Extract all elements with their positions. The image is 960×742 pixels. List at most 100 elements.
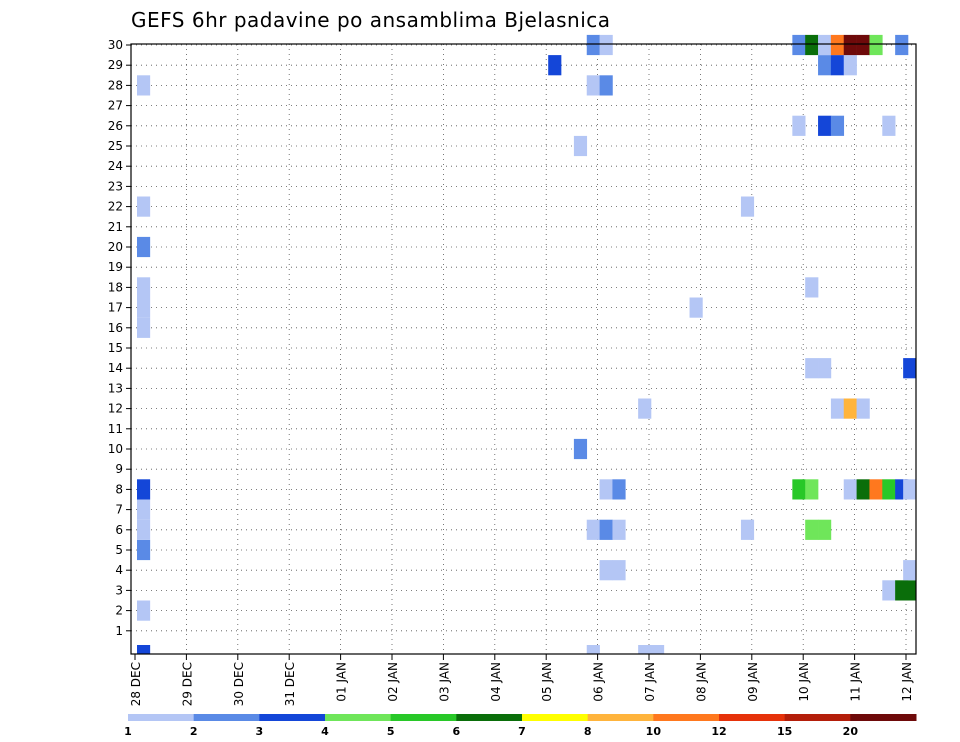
y-tick-label: 23 xyxy=(108,179,123,193)
heatmap-cell xyxy=(137,196,151,217)
heatmap-cell xyxy=(599,75,613,96)
heatmap-cell xyxy=(599,560,613,581)
heatmap-cell xyxy=(818,55,832,76)
legend-label: 7 xyxy=(518,725,526,738)
heatmap-cell xyxy=(818,358,832,379)
heatmap-cell xyxy=(137,499,151,520)
y-tick-label: 18 xyxy=(108,280,123,294)
legend-label: 2 xyxy=(190,725,198,738)
legend-label: 10 xyxy=(646,725,662,738)
x-tick-label: 12 JAN xyxy=(900,662,914,702)
y-tick-label: 13 xyxy=(108,381,123,395)
y-tick-label: 27 xyxy=(108,99,123,113)
y-tick-label: 4 xyxy=(115,563,123,577)
heatmap-cell xyxy=(599,479,613,500)
heatmap-cell xyxy=(830,398,845,419)
heatmap-cell xyxy=(903,560,917,581)
heatmap-cell xyxy=(548,55,562,76)
y-tick-label: 1 xyxy=(115,624,123,638)
y-tick-label: 2 xyxy=(115,604,123,618)
heatmap-cell xyxy=(638,398,652,419)
heatmap-cell xyxy=(805,277,819,298)
y-tick-label: 16 xyxy=(108,321,123,335)
x-tick-label: 28 DEC xyxy=(129,662,143,706)
y-tick-label: 5 xyxy=(115,543,123,557)
heatmap-cell xyxy=(137,479,151,500)
heatmap-cell xyxy=(818,34,832,56)
y-tick-label: 9 xyxy=(115,462,123,476)
plot-frame xyxy=(130,43,917,655)
heatmap-cell xyxy=(612,560,626,581)
heatmap-cell xyxy=(843,55,857,76)
legend-label: 12 xyxy=(711,725,726,738)
x-tick-label: 30 DEC xyxy=(232,662,246,706)
y-tick-label: 26 xyxy=(108,119,123,133)
heatmap-cell xyxy=(586,34,600,56)
legend-swatch xyxy=(587,714,654,721)
x-tick-label: 29 DEC xyxy=(180,662,194,706)
y-tick-label: 29 xyxy=(108,58,123,72)
y-tick-label: 24 xyxy=(108,159,123,173)
x-tick-label: 31 DEC xyxy=(283,662,297,706)
legend-label: 20 xyxy=(843,725,859,738)
heatmap-cell xyxy=(599,34,613,56)
heatmap-cell xyxy=(882,115,896,136)
heatmap-cell xyxy=(818,519,832,540)
y-tick-label: 25 xyxy=(108,139,123,153)
heatmap-cell xyxy=(805,519,819,540)
legend-swatch xyxy=(259,714,326,721)
heatmap-cell xyxy=(805,479,819,500)
heatmap-cell xyxy=(638,645,652,654)
heatmap-cell xyxy=(586,75,600,96)
heatmap-cell xyxy=(792,479,806,500)
heatmap-cell xyxy=(137,600,151,621)
heatmap-cell xyxy=(903,580,917,601)
heatmap-cell xyxy=(869,34,883,56)
y-tick-label: 12 xyxy=(108,402,123,416)
legend-swatch xyxy=(522,714,589,721)
heatmap-cell xyxy=(792,34,806,56)
legend-label: 5 xyxy=(387,725,395,738)
y-tick-label: 17 xyxy=(108,301,123,315)
heatmap-cell xyxy=(856,398,870,419)
color-legend: 1 2 3 4 5 6 7 8 10 12 15 20 xyxy=(124,714,917,738)
heatmap-cell xyxy=(137,539,151,561)
x-tick-label: 04 JAN xyxy=(489,662,503,702)
heatmap-cell xyxy=(573,135,588,157)
heatmap-cell xyxy=(137,645,151,654)
legend-swatch xyxy=(456,714,523,721)
legend-label: 15 xyxy=(777,725,792,738)
y-tick-label: 21 xyxy=(108,220,123,234)
x-tick-label: 01 JAN xyxy=(335,662,349,702)
heatmap-cell xyxy=(137,236,151,258)
legend-label: 8 xyxy=(584,725,592,738)
y-tick-label: 6 xyxy=(115,523,123,537)
heatmap-cell xyxy=(651,645,665,654)
y-tick-label: 10 xyxy=(108,442,123,456)
y-tick-label: 11 xyxy=(108,422,123,436)
heatmap-cell xyxy=(612,519,626,540)
x-tick-label: 03 JAN xyxy=(437,662,451,702)
heatmap-cell xyxy=(137,317,151,338)
heatmap-cell xyxy=(895,34,909,56)
legend-swatch xyxy=(850,714,917,721)
heatmap-cell xyxy=(856,34,870,56)
legend-swatch xyxy=(325,714,392,721)
x-tick-label: 05 JAN xyxy=(540,662,554,702)
heatmap-cell xyxy=(805,34,819,56)
y-tick-label: 19 xyxy=(108,260,123,274)
heatmap-cell xyxy=(818,115,832,136)
legend-swatch xyxy=(390,714,457,721)
x-tick-label: 07 JAN xyxy=(643,662,657,702)
legend-label: 6 xyxy=(453,725,461,738)
heatmap-cell xyxy=(689,297,703,318)
legend-label: 3 xyxy=(256,725,264,738)
legend-swatch xyxy=(193,714,260,721)
heatmap-cell xyxy=(740,196,755,217)
y-tick-label: 30 xyxy=(108,38,123,52)
heatmap-cell xyxy=(843,479,857,500)
heatmap-cell xyxy=(599,519,613,540)
heatmap-cells xyxy=(137,34,917,654)
heatmap-cell xyxy=(903,358,917,379)
